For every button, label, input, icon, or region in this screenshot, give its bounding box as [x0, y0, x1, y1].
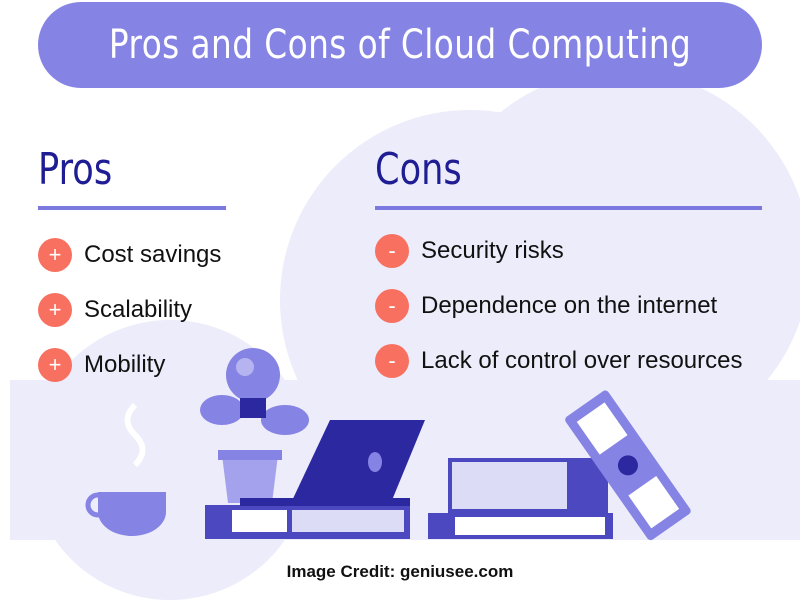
pros-item: + Cost savings: [38, 227, 226, 282]
cons-divider: [375, 206, 762, 210]
cons-item: - Dependence on the internet: [375, 278, 762, 333]
pros-item: + Mobility: [38, 337, 226, 392]
cons-heading: Cons: [375, 144, 462, 195]
cons-item-label: Security risks: [421, 236, 564, 264]
minus-icon: -: [375, 343, 409, 378]
plus-icon: +: [38, 237, 72, 272]
cons-item: - Lack of control over resources: [375, 333, 762, 388]
pros-divider: [38, 206, 226, 210]
cons-item: - Security risks: [375, 223, 762, 278]
coffee-cup-icon: [85, 402, 166, 536]
plus-icon: +: [38, 347, 72, 382]
cons-column: Cons - Security risks - Dependence on the …: [375, 140, 762, 388]
image-credit: Image Credit: geniusee.com: [286, 562, 514, 581]
pros-item-label: Scalability: [84, 295, 193, 323]
minus-icon: -: [375, 288, 409, 323]
plant-icon: [200, 395, 309, 503]
pros-item-label: Mobility: [84, 350, 166, 378]
minus-icon: -: [375, 233, 409, 268]
laptop-icon: [240, 420, 425, 506]
plus-icon: +: [38, 292, 72, 327]
page-title: Pros and Cons of Cloud Computing: [108, 22, 692, 68]
cons-item-label: Lack of control over resources: [421, 346, 743, 374]
binder-icon: [565, 390, 691, 541]
books-left-icon: [205, 505, 410, 539]
pros-heading: Pros: [38, 144, 113, 195]
pros-item: + Scalability: [38, 282, 226, 337]
pros-column: Pros + Cost savings + Scalability + Mobilit…: [38, 140, 226, 392]
cons-item-label: Dependence on the internet: [421, 291, 718, 319]
title-banner: Pros and Cons of Cloud Computing: [38, 2, 762, 88]
pros-item-label: Cost savings: [84, 240, 222, 268]
books-right-icon: [428, 458, 613, 539]
lightbulb-icon: [226, 348, 280, 418]
